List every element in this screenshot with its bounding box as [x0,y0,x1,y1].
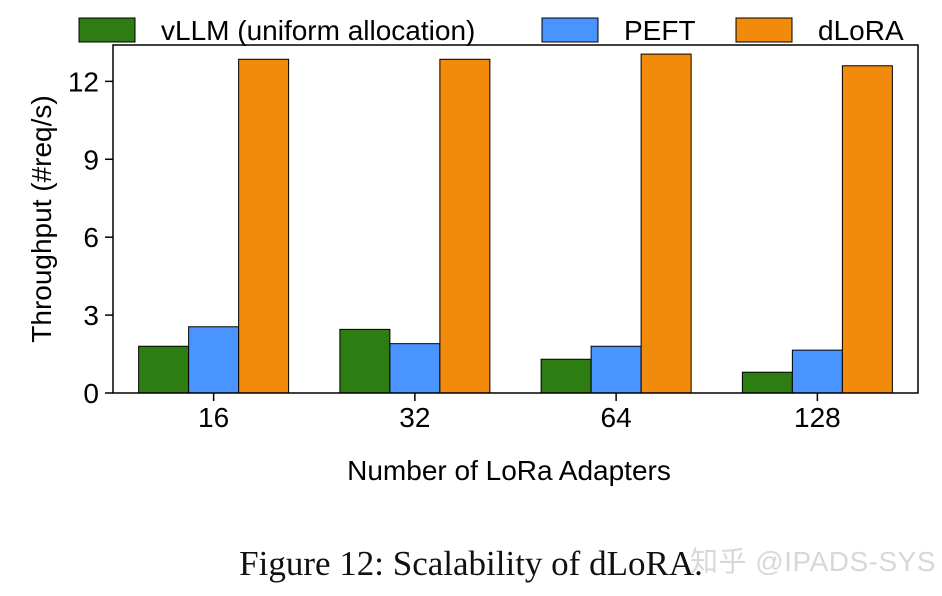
y-axis-label: Throughput (#req/s) [26,95,57,342]
x-axis-label: Number of LoRa Adapters [347,455,671,486]
bar-vllm-32 [339,328,391,394]
bar-vllm-64 [540,358,592,394]
x-tick-label: 64 [601,402,632,433]
legend-label: dLoRA [818,15,904,46]
y-tick-label: 0 [83,378,99,409]
bar-chart: 0 3 6 9 12 16 32 64 128 vLLM (uniform allocatio… [26,15,919,486]
bar-dlora-32 [439,58,491,394]
bar-peft-32 [389,343,441,394]
legend-swatch [78,17,136,43]
x-axis: 16 32 64 128 [198,393,841,433]
bar-dlora-128 [841,65,893,394]
y-tick-label: 9 [83,144,99,175]
watermark: 知乎 @IPADS-SYS [690,546,937,577]
legend-swatch [735,17,793,43]
bar-peft-64 [590,345,642,394]
y-tick-label: 6 [83,222,99,253]
bar-vllm-16 [138,345,190,394]
bar-peft-16 [188,326,240,394]
plot-area [138,53,893,394]
bar-dlora-16 [238,58,290,394]
legend-swatch [541,17,599,43]
y-tick-label: 3 [83,300,99,331]
bar-peft-128 [791,349,843,394]
y-tick-label: 12 [68,66,99,97]
x-tick-label: 128 [794,402,841,433]
bar-vllm-128 [741,371,793,394]
figure-caption: Figure 12: Scalability of dLoRA. [239,544,703,583]
legend: vLLM (uniform allocation) PEFT dLoRA [78,15,904,46]
bar-dlora-64 [640,53,692,394]
x-tick-label: 32 [399,402,430,433]
plot-frame [112,44,919,394]
x-tick-label: 16 [198,402,229,433]
y-axis: 0 3 6 9 12 [68,66,113,409]
legend-label: PEFT [624,15,696,46]
legend-label: vLLM (uniform allocation) [161,15,475,46]
